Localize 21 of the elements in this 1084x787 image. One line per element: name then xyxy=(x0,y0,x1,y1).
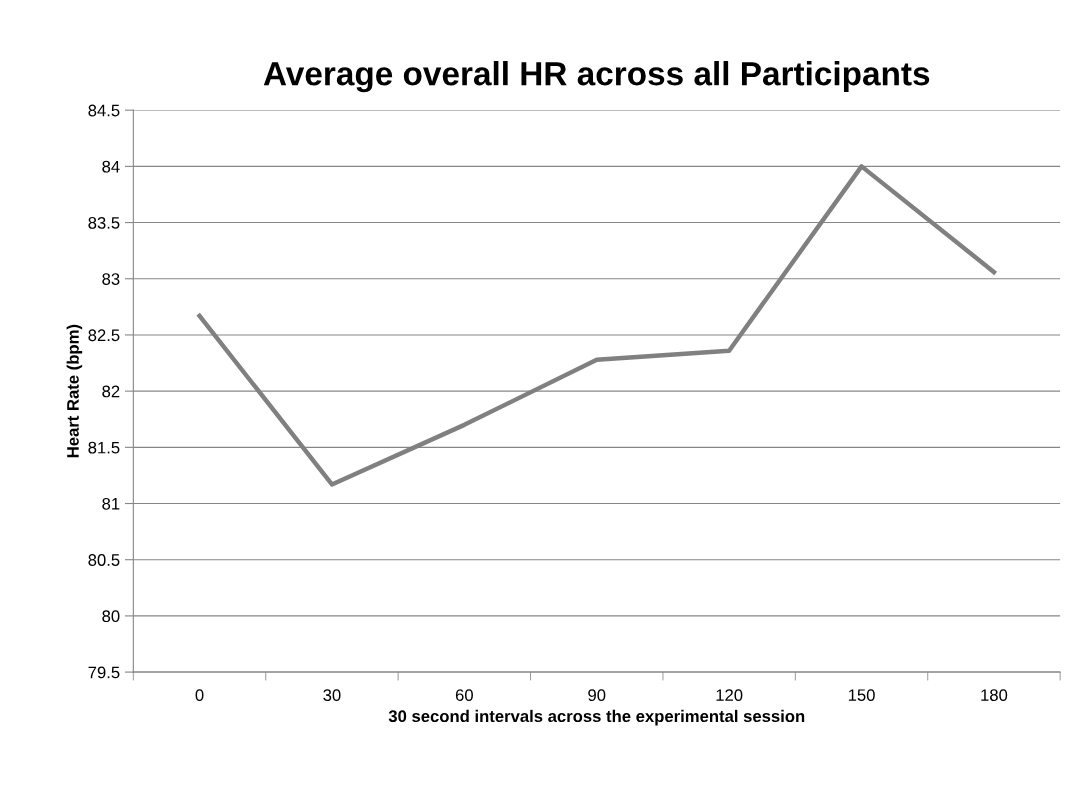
chart-title: Average overall HR across all Participants xyxy=(263,61,930,93)
y-tick-label: 80 xyxy=(102,610,120,623)
y-tick-label: 79.5 xyxy=(88,666,120,679)
x-tick-label: 120 xyxy=(716,689,743,702)
y-tick-label: 84 xyxy=(102,160,120,173)
y-tick-label: 81.5 xyxy=(88,441,120,454)
x-tick-label: 30 xyxy=(323,689,341,702)
x-tick-label: 150 xyxy=(848,689,875,702)
y-tick-label: 80.5 xyxy=(88,554,120,566)
y-tick-label: 82 xyxy=(102,385,120,398)
x-tick-label: 180 xyxy=(981,689,1008,702)
x-tick-label: 90 xyxy=(588,689,606,702)
x-tick-label: 60 xyxy=(455,689,473,702)
y-tick-label: 83.5 xyxy=(88,216,120,229)
y-tick-label: 83 xyxy=(102,273,120,285)
x-axis-title: 30 second intervals across the experimental session xyxy=(388,709,805,726)
y-tick-label: 84.5 xyxy=(88,104,120,117)
y-tick-label: 81 xyxy=(102,497,120,510)
y-axis-title: Heart Rate (bpm) xyxy=(66,324,83,458)
x-tick-label: 0 xyxy=(195,689,204,702)
y-tick-label: 82.5 xyxy=(88,329,120,342)
